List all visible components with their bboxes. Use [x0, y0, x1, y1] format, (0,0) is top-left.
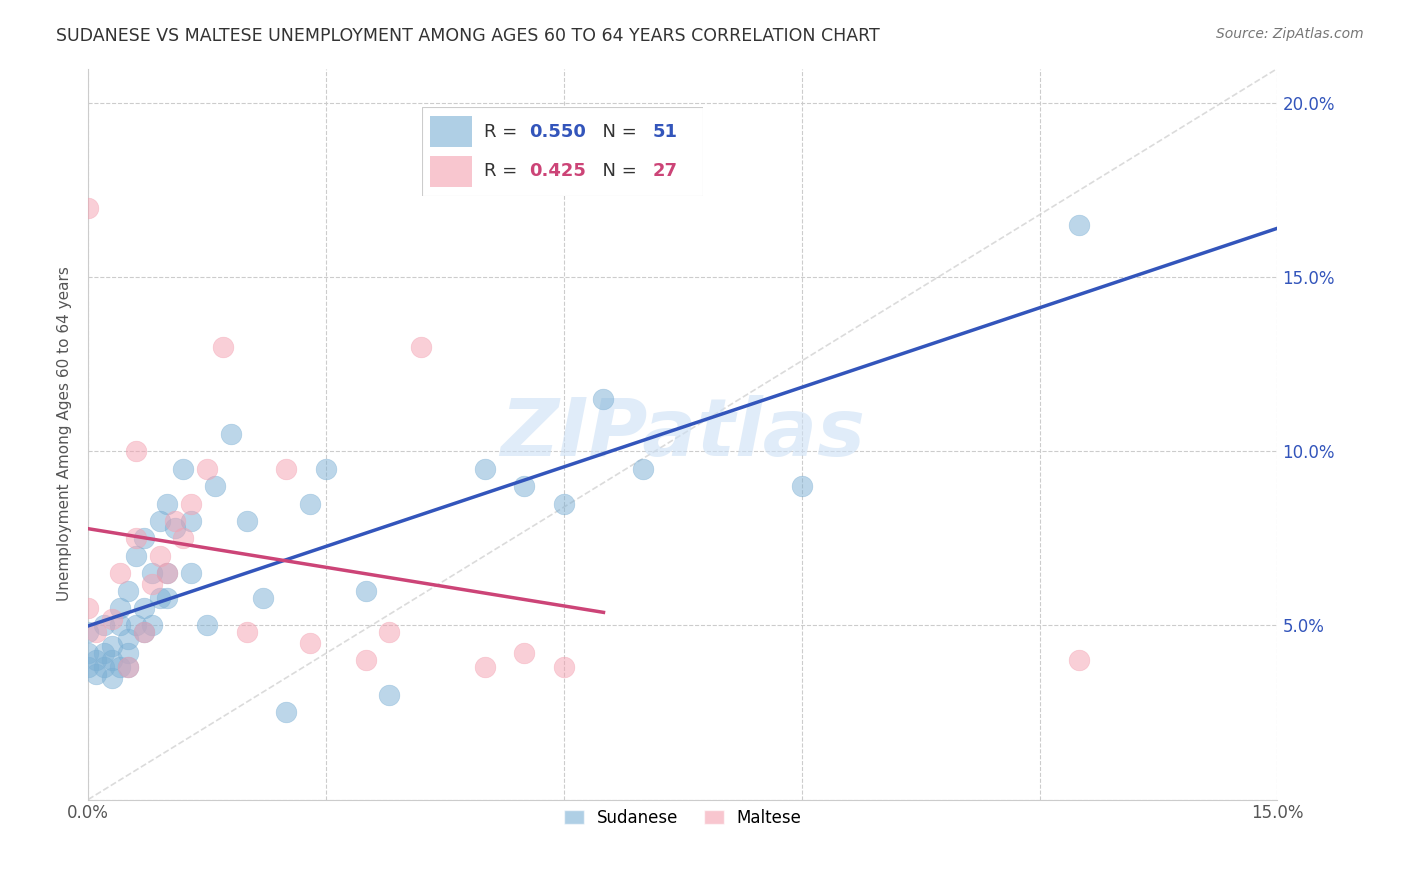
Point: [132, 601, 155, 615]
Point: [180, 514, 202, 528]
Point: [125, 532, 148, 546]
Point: [117, 646, 139, 660]
Point: [172, 532, 194, 546]
Point: [84, 653, 107, 667]
Point: [378, 625, 401, 640]
Text: SUDANESE VS MALTESE UNEMPLOYMENT AMONG AGES 60 TO 64 YEARS CORRELATION CHART: SUDANESE VS MALTESE UNEMPLOYMENT AMONG A…: [56, 27, 880, 45]
Point: [354, 583, 377, 598]
Point: [77, 201, 100, 215]
Point: [148, 591, 170, 605]
Point: [101, 671, 124, 685]
Point: [132, 625, 155, 640]
Point: [592, 392, 614, 407]
Point: [156, 591, 179, 605]
Point: [513, 646, 536, 660]
Point: [631, 462, 654, 476]
Point: [212, 340, 235, 354]
Text: N =: N =: [591, 123, 643, 141]
Point: [156, 566, 179, 581]
Text: R =: R =: [484, 162, 523, 180]
Point: [180, 497, 202, 511]
Point: [84, 667, 107, 681]
Point: [77, 646, 100, 660]
Text: N =: N =: [591, 162, 643, 180]
Point: [299, 497, 322, 511]
Point: [1069, 653, 1091, 667]
Point: [141, 618, 163, 632]
Legend: Sudanese, Maltese: Sudanese, Maltese: [555, 800, 810, 835]
Point: [1069, 218, 1091, 232]
Point: [411, 340, 433, 354]
Text: 51: 51: [652, 123, 678, 141]
Point: [235, 625, 257, 640]
Point: [101, 611, 124, 625]
Point: [204, 479, 226, 493]
Point: [553, 660, 575, 674]
Point: [125, 444, 148, 458]
Point: [125, 549, 148, 563]
Point: [93, 618, 115, 632]
Point: [108, 660, 131, 674]
Point: [93, 646, 115, 660]
Point: [125, 618, 148, 632]
Point: [108, 566, 131, 581]
Point: [474, 462, 496, 476]
Point: [156, 566, 179, 581]
Point: [141, 566, 163, 581]
Point: [117, 632, 139, 647]
Point: [108, 618, 131, 632]
Point: [165, 521, 187, 535]
Y-axis label: Unemployment Among Ages 60 to 64 years: Unemployment Among Ages 60 to 64 years: [58, 267, 72, 601]
Bar: [430, 156, 472, 187]
Point: [354, 653, 377, 667]
Point: [252, 591, 274, 605]
Point: [474, 660, 496, 674]
Point: [93, 660, 115, 674]
Point: [299, 636, 322, 650]
Point: [108, 601, 131, 615]
Point: [156, 497, 179, 511]
Point: [148, 514, 170, 528]
Text: 0.550: 0.550: [529, 123, 585, 141]
Point: [117, 660, 139, 674]
Point: [101, 640, 124, 654]
Point: [132, 625, 155, 640]
Point: [195, 462, 218, 476]
Point: [117, 583, 139, 598]
Point: [117, 660, 139, 674]
Point: [219, 427, 242, 442]
Point: [195, 618, 218, 632]
Point: [790, 479, 813, 493]
Point: [378, 688, 401, 702]
Text: ZIPatlas: ZIPatlas: [501, 395, 865, 473]
Text: Source: ZipAtlas.com: Source: ZipAtlas.com: [1216, 27, 1364, 41]
Point: [77, 660, 100, 674]
FancyBboxPatch shape: [422, 107, 703, 196]
Bar: [430, 116, 472, 147]
Point: [165, 514, 187, 528]
Point: [180, 566, 202, 581]
Point: [77, 625, 100, 640]
Point: [513, 479, 536, 493]
Point: [132, 532, 155, 546]
Text: R =: R =: [484, 123, 523, 141]
Text: 0.425: 0.425: [529, 162, 585, 180]
Point: [315, 462, 337, 476]
Text: 27: 27: [652, 162, 678, 180]
Point: [148, 549, 170, 563]
Point: [276, 462, 298, 476]
Point: [553, 497, 575, 511]
Point: [84, 625, 107, 640]
Point: [141, 576, 163, 591]
Point: [235, 514, 257, 528]
Point: [101, 653, 124, 667]
Point: [276, 706, 298, 720]
Point: [77, 601, 100, 615]
Point: [172, 462, 194, 476]
